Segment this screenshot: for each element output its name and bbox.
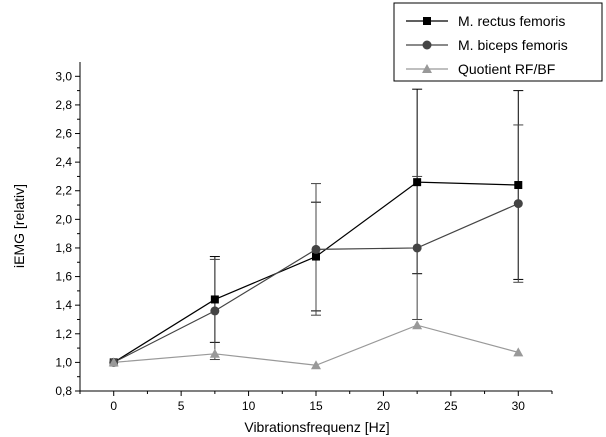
y-tick-label: 1,2	[55, 327, 72, 341]
x-tick-label: 15	[309, 399, 323, 413]
tick-labels: 0,8 1,0 1,2 1,4 1,6 1,8 2,0 2,2 2,4 2,6 2,8 3,0 0 5 10…	[55, 69, 525, 413]
y-tick-label: 0,8	[55, 384, 72, 398]
series-markers	[108, 178, 524, 370]
data-point-triangle	[209, 348, 220, 358]
data-point-triangle	[108, 357, 119, 367]
x-tick-label: 5	[178, 399, 185, 413]
x-tick-label: 30	[512, 399, 526, 413]
x-tick-label: 25	[444, 399, 458, 413]
y-tick-label: 1,4	[55, 298, 72, 312]
x-tick-label: 0	[110, 399, 117, 413]
y-tick-label: 2,0	[55, 212, 72, 226]
y-tick-label: 1,6	[55, 270, 72, 284]
data-point-circle	[210, 306, 220, 316]
data-point-square	[514, 181, 523, 190]
data-point-circle	[412, 243, 422, 253]
y-tick-label: 2,6	[55, 127, 72, 141]
error-bars	[209, 88, 524, 361]
legend-marker-triangle	[422, 64, 432, 73]
legend-label: Quotient RF/BF	[458, 61, 555, 77]
data-point-circle	[513, 199, 523, 209]
legend-label: M. rectus femoris	[458, 13, 565, 29]
x-tick-label: 10	[242, 399, 256, 413]
legend-marker-circle	[422, 40, 432, 50]
data-point-square	[312, 252, 320, 261]
y-tick-label: 1,0	[55, 355, 72, 369]
x-tick-label: 20	[377, 399, 391, 413]
data-point-square	[413, 178, 422, 187]
y-tick-label: 1,8	[55, 241, 72, 255]
y-tick-label: 3,0	[55, 69, 72, 83]
legend: M. rectus femoris M. biceps femoris Quotie…	[393, 2, 603, 82]
axes	[75, 62, 553, 396]
data-point-triangle	[513, 347, 524, 357]
legend-label: M. biceps femoris	[458, 37, 568, 53]
data-point-triangle	[311, 360, 321, 370]
data-point-square	[210, 295, 219, 304]
data-point-triangle	[412, 320, 423, 330]
data-point-circle	[311, 244, 321, 254]
y-tick-label: 2,2	[55, 184, 72, 198]
x-axis-label: Vibrationsfrequenz [Hz]	[244, 419, 389, 435]
y-tick-label: 2,8	[55, 98, 72, 112]
legend-marker-square	[423, 17, 431, 25]
y-axis-label: iEMG [relativ]	[11, 184, 27, 268]
y-tick-label: 2,4	[55, 155, 72, 169]
